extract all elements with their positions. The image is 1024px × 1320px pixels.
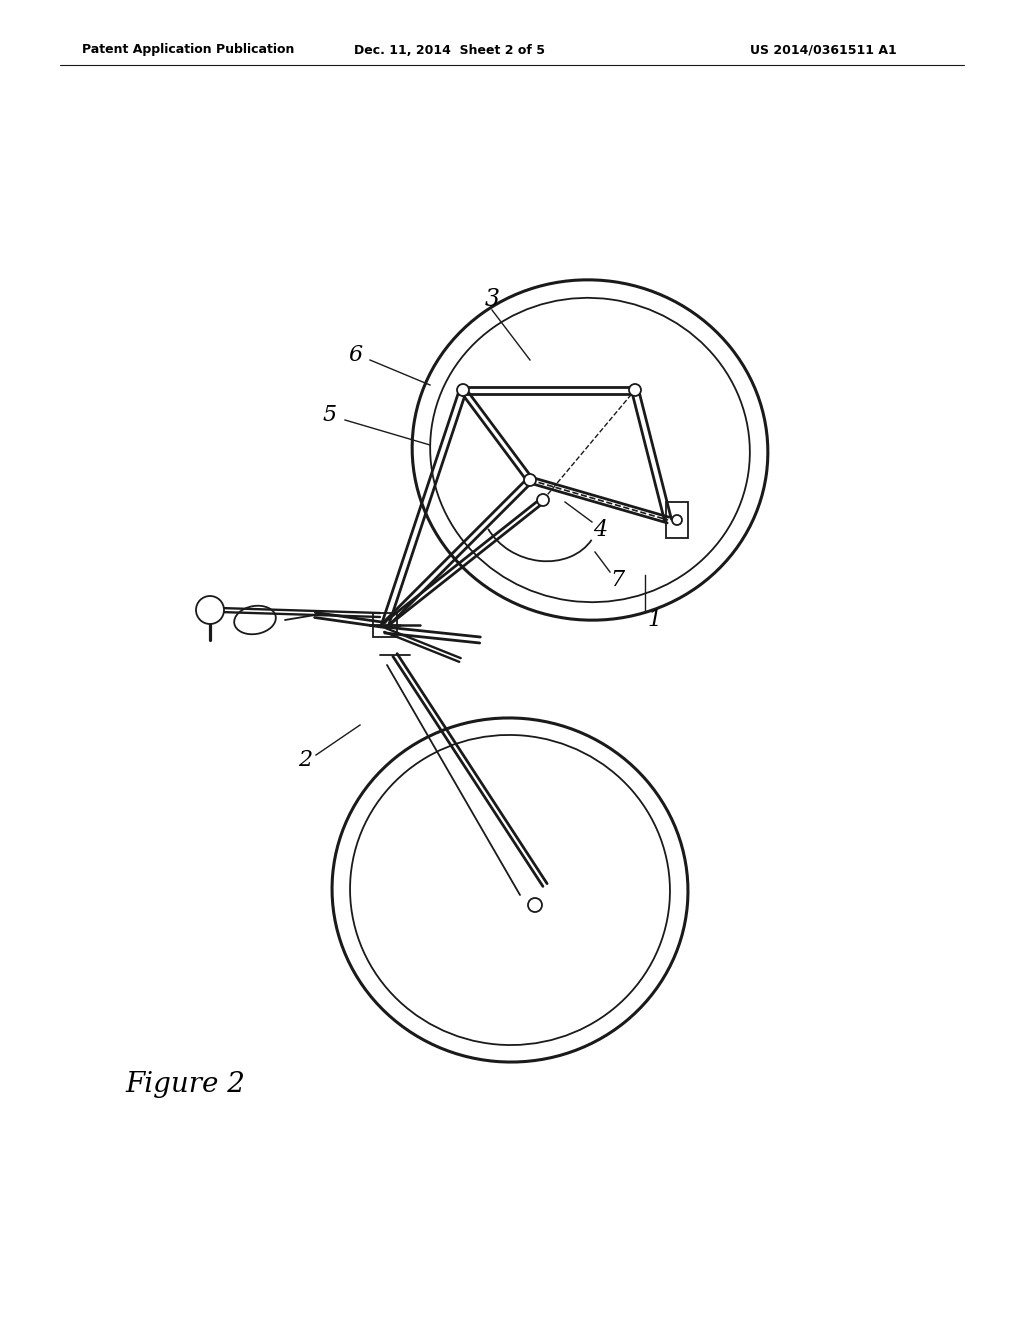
- Circle shape: [537, 494, 549, 506]
- Text: 1: 1: [648, 609, 663, 631]
- Text: US 2014/0361511 A1: US 2014/0361511 A1: [750, 44, 897, 57]
- Bar: [666, 502, 688, 539]
- Text: 6: 6: [348, 345, 362, 366]
- Circle shape: [524, 474, 536, 486]
- Text: 7: 7: [610, 569, 624, 591]
- Circle shape: [457, 384, 469, 396]
- Text: Dec. 11, 2014  Sheet 2 of 5: Dec. 11, 2014 Sheet 2 of 5: [354, 44, 546, 57]
- Text: 5: 5: [323, 404, 337, 426]
- Circle shape: [629, 384, 641, 396]
- Text: 3: 3: [484, 289, 500, 312]
- Bar: [373, 612, 397, 638]
- Text: Patent Application Publication: Patent Application Publication: [82, 44, 294, 57]
- Circle shape: [528, 898, 542, 912]
- Text: Figure 2: Figure 2: [125, 1072, 245, 1098]
- Circle shape: [196, 597, 224, 624]
- Text: 4: 4: [593, 519, 607, 541]
- Text: 2: 2: [298, 748, 312, 771]
- Circle shape: [672, 515, 682, 525]
